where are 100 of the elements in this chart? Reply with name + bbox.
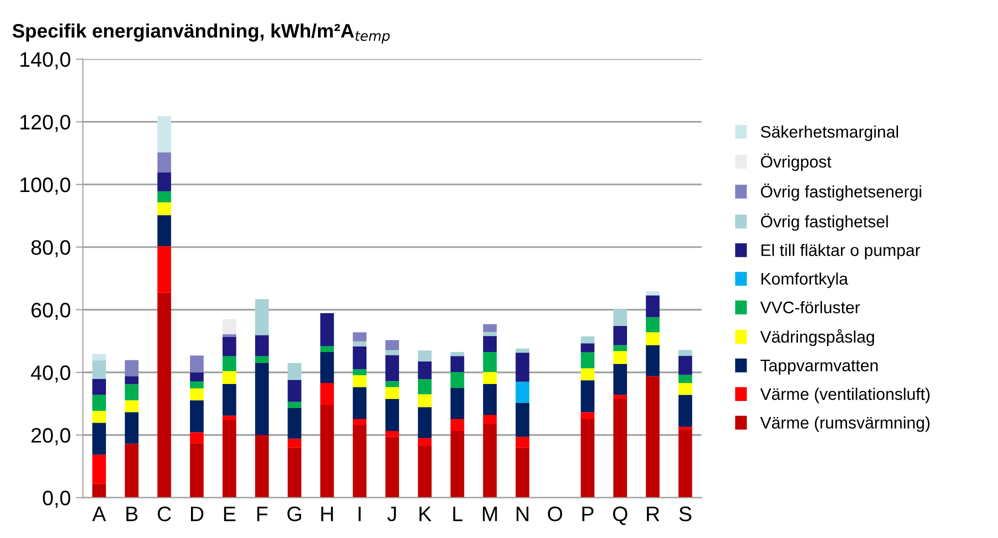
x-tick-label: R <box>646 506 660 522</box>
bar <box>516 352 530 382</box>
x-tick-label: L <box>453 506 462 522</box>
bar <box>222 334 236 337</box>
bar <box>288 448 302 498</box>
legend-label: Övrigpost <box>760 154 832 171</box>
bar <box>613 345 628 352</box>
bar <box>418 361 432 380</box>
bar <box>222 416 236 420</box>
bar <box>385 350 400 356</box>
bar <box>450 356 464 372</box>
bar <box>255 356 269 363</box>
bar <box>385 340 400 350</box>
x-tick-label: G <box>287 506 302 522</box>
bar <box>613 364 628 395</box>
bar <box>157 116 172 152</box>
bar <box>157 191 172 202</box>
bar <box>516 436 530 448</box>
bar <box>646 295 660 318</box>
bar <box>418 407 432 438</box>
bar <box>157 292 172 498</box>
bar <box>385 398 400 431</box>
legend-label: Tappvarmvatten <box>760 360 878 375</box>
bar <box>124 400 139 412</box>
bar <box>646 291 660 296</box>
bar <box>450 388 464 420</box>
bar <box>450 372 464 388</box>
bar <box>190 372 204 382</box>
bar <box>646 345 660 376</box>
bar <box>580 343 594 352</box>
bar <box>385 430 400 437</box>
bar <box>92 394 106 411</box>
bar <box>385 436 400 498</box>
bar <box>92 422 106 455</box>
bar <box>222 319 236 334</box>
bar <box>124 376 139 384</box>
y-tick-label: 60,0 <box>32 302 70 320</box>
bar <box>613 394 628 399</box>
bar <box>190 355 204 372</box>
y-tick-label: 140,0 <box>20 52 70 70</box>
bar <box>580 380 594 412</box>
bar <box>157 172 172 192</box>
bar <box>678 430 692 498</box>
bar <box>418 438 432 446</box>
bar <box>157 215 172 246</box>
bar <box>483 384 497 415</box>
bar <box>678 426 692 430</box>
bar <box>352 341 366 346</box>
x-tick-label: Q <box>613 506 628 526</box>
legend-label: Säkerhetsmarginal <box>760 126 898 142</box>
bar <box>580 336 594 344</box>
bar <box>580 419 594 498</box>
x-tick-label: C <box>158 506 171 522</box>
x-tick-label: E <box>224 506 236 522</box>
bar <box>678 374 692 384</box>
bar <box>255 435 269 498</box>
legend-label: Komfortkyla <box>762 272 848 288</box>
bar <box>385 381 400 388</box>
bar <box>255 335 269 356</box>
bar <box>255 362 269 436</box>
legend-label: Övrig fastighetsel <box>760 213 888 231</box>
legend-label: VVC-förluster <box>760 301 860 314</box>
bar <box>190 388 204 400</box>
bar <box>288 408 302 439</box>
x-tick-label: O <box>548 506 562 522</box>
y-tick-label: 0,0 <box>42 490 70 508</box>
y-tick-label: 100,0 <box>20 177 70 195</box>
bar <box>255 299 269 336</box>
bar <box>352 332 366 342</box>
bar <box>418 394 432 408</box>
bar <box>222 384 236 416</box>
bar <box>320 313 334 346</box>
bar <box>483 372 497 384</box>
bar <box>516 382 530 403</box>
bar <box>222 336 236 356</box>
bar <box>157 202 172 216</box>
bar <box>483 324 497 332</box>
bar <box>450 352 464 356</box>
y-tick-label: 40,0 <box>30 365 70 383</box>
bar <box>483 332 497 336</box>
x-tick-label: B <box>126 506 138 522</box>
bar <box>288 380 302 402</box>
bar <box>190 381 204 388</box>
bar <box>92 378 106 395</box>
bar <box>678 383 692 395</box>
bar <box>157 246 172 293</box>
bar <box>613 326 628 346</box>
x-tick-label: A <box>92 506 106 522</box>
y-tick-label: 20,0 <box>32 428 70 446</box>
bar <box>516 402 530 437</box>
legend-label: Värme (rumsvärmning) <box>760 416 930 432</box>
bar <box>483 336 497 352</box>
bar <box>124 444 139 498</box>
bar <box>320 346 334 352</box>
x-tick-label: K <box>420 506 432 522</box>
bar <box>92 354 106 360</box>
x-tick-label: H <box>321 506 333 522</box>
x-tick-label: M <box>482 506 497 522</box>
bar <box>646 376 660 498</box>
bar <box>483 352 497 372</box>
